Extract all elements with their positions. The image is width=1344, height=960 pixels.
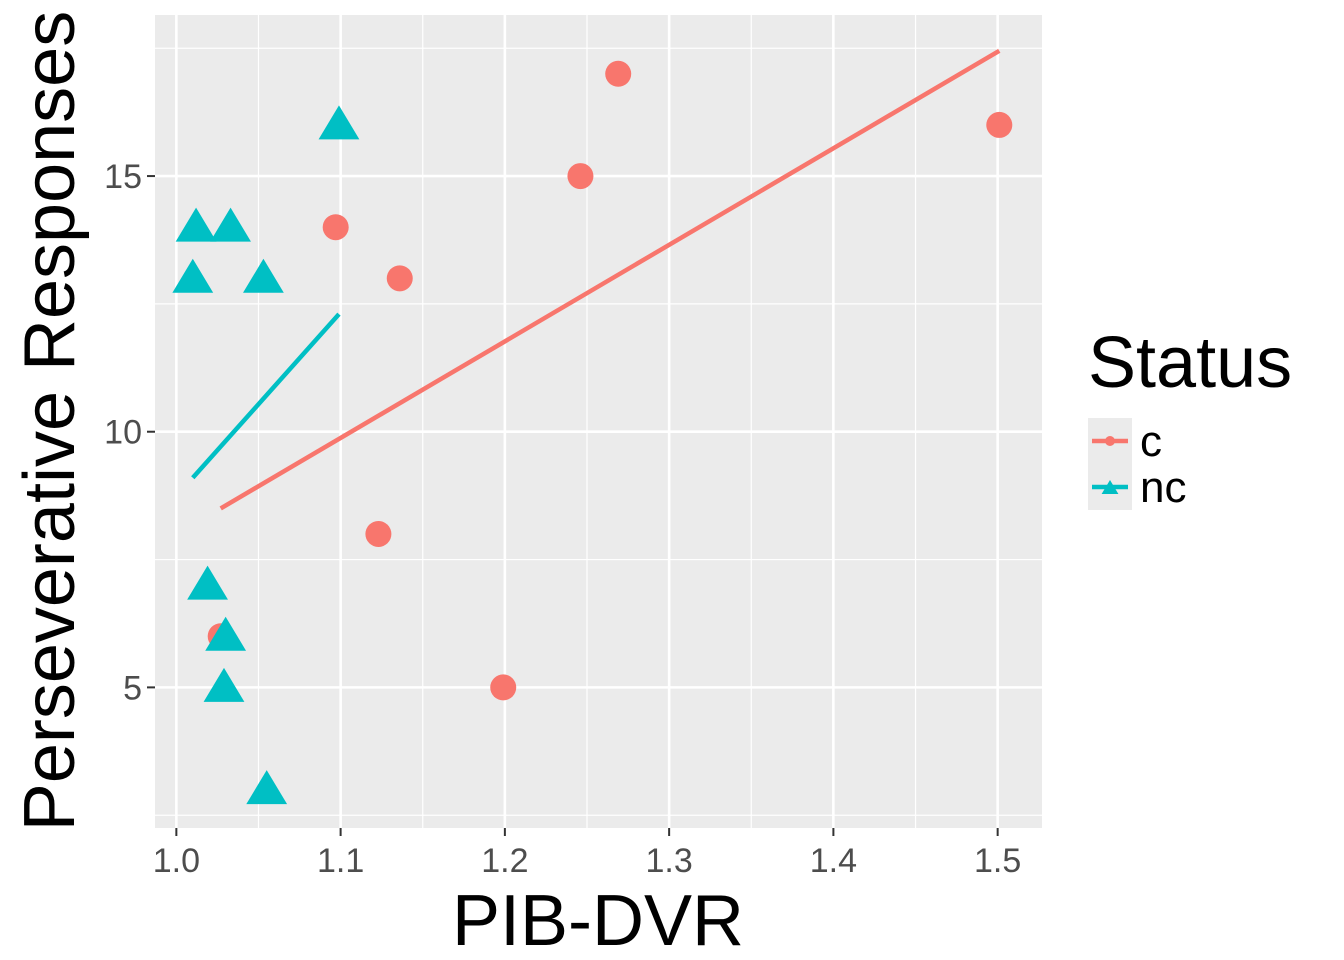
- x-tick-label: 1.2: [481, 842, 528, 880]
- y-tick-label: 10: [104, 414, 142, 452]
- x-tick-label: 1.5: [974, 842, 1021, 880]
- grid-minor: [155, 15, 1042, 828]
- point-nc: [187, 565, 228, 600]
- point-c: [986, 111, 1013, 138]
- x-tick-label: 1.3: [645, 842, 692, 880]
- legend-label-nc: nc: [1140, 463, 1186, 512]
- plot-panel: [155, 15, 1042, 828]
- point-nc: [318, 105, 360, 140]
- y-tick-label: 5: [123, 669, 142, 707]
- legend-marker-nc: [1101, 479, 1119, 494]
- point-c: [490, 674, 517, 701]
- point-c: [386, 265, 413, 292]
- x-tick-label: 1.0: [153, 842, 200, 880]
- point-nc: [203, 667, 245, 702]
- data-points: [172, 60, 1013, 805]
- grid-major: [155, 15, 1042, 828]
- point-c: [605, 60, 632, 87]
- legend-label-c: c: [1140, 417, 1162, 466]
- y-axis-label: Perseverative Responses: [10, 11, 90, 831]
- y-axis: 5 10 15: [104, 158, 155, 707]
- legend-marker-c: [1105, 436, 1115, 446]
- legend: Status cnc: [1088, 323, 1292, 512]
- fit-line-c: [219, 48, 1001, 511]
- point-nc: [172, 258, 214, 293]
- y-tick-label: 15: [104, 158, 142, 196]
- fit-line-nc: [191, 312, 341, 480]
- point-c: [567, 163, 594, 190]
- x-tick-label: 1.1: [317, 842, 364, 880]
- x-tick-label: 1.4: [810, 842, 857, 880]
- fit-lines: [191, 48, 1001, 511]
- x-axis: 1.0 1.1 1.2 1.3 1.4 1.5: [153, 828, 1021, 880]
- point-nc: [205, 616, 247, 651]
- x-axis-label: PIB-DVR: [452, 881, 744, 960]
- point-nc: [246, 770, 288, 805]
- legend-title: Status: [1088, 323, 1292, 403]
- point-c: [365, 520, 392, 547]
- point-c: [322, 214, 349, 241]
- point-nc: [175, 207, 217, 242]
- point-nc: [210, 207, 251, 242]
- point-nc: [243, 258, 284, 293]
